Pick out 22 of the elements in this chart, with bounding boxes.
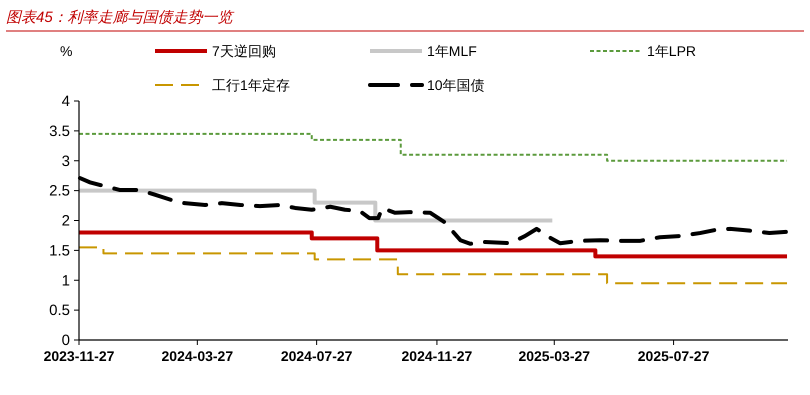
x-tick-label: 2024-03-27	[162, 348, 234, 364]
y-tick-label: 4	[62, 93, 70, 110]
x-tick-label: 2025-03-27	[518, 348, 590, 364]
y-tick-label: 3	[62, 152, 70, 170]
x-tick-label: 2024-11-27	[402, 348, 473, 364]
y-tick-label: 2.5	[49, 182, 70, 200]
y-tick-label: 3.5	[49, 122, 70, 140]
legend-label: 1年LPR	[647, 43, 696, 59]
chart-title: 图表45：利率走廊与国债走势一览	[6, 9, 235, 26]
y-tick-label: 0	[62, 332, 70, 349]
legend-label: 1年MLF	[427, 43, 477, 59]
y-tick-label: 0.5	[49, 302, 70, 320]
x-tick-label: 2025-07-27	[638, 348, 710, 364]
legend-label: 7天逆回购	[212, 43, 276, 59]
y-axis-title: %	[60, 43, 72, 59]
x-tick-label: 2023-11-27	[44, 348, 115, 364]
y-tick-label: 2	[62, 212, 70, 230]
legend-label: 工行1年定存	[212, 77, 290, 93]
x-tick-label: 2024-07-27	[280, 348, 353, 364]
legend-label: 10年国债	[427, 77, 485, 93]
y-tick-label: 1.5	[49, 242, 70, 260]
y-tick-label: 1	[62, 272, 70, 290]
